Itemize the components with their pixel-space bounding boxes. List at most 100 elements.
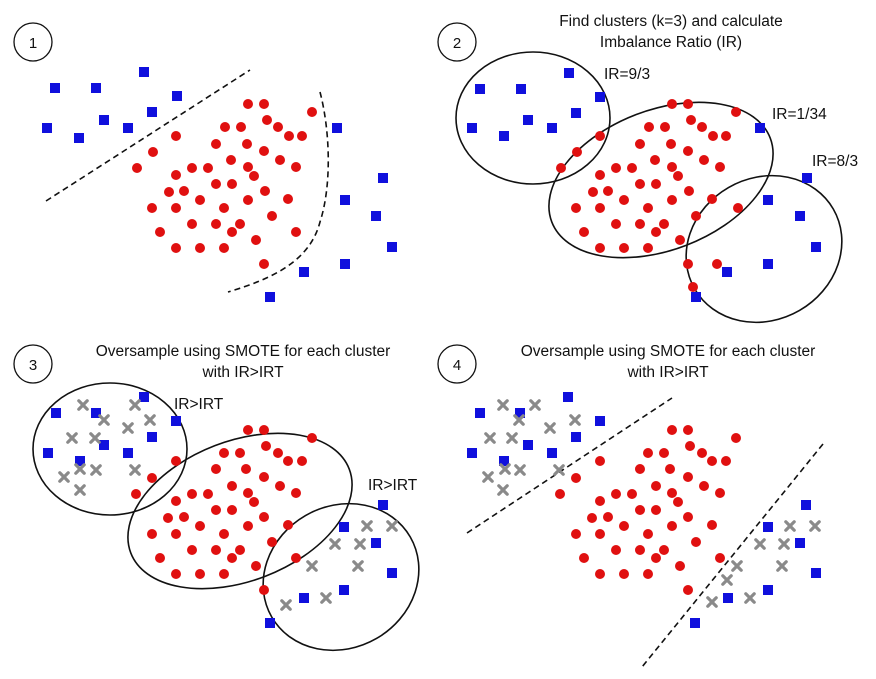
minority-point [667,99,677,109]
minority-point [651,553,661,563]
majority-point [690,618,700,628]
decision-boundary-1 [45,69,251,202]
minority-point [283,520,293,530]
majority-point [91,408,101,418]
majority-point [340,259,350,269]
majority-point [265,618,275,628]
synthetic-point [306,560,318,572]
step-1-badge [13,22,53,62]
synthetic-point [754,538,766,550]
decision-boundary-2 [641,443,824,668]
minority-point [697,448,707,458]
majority-point [571,432,581,442]
minority-point [643,529,653,539]
majority-point [171,416,181,426]
synthetic-point [497,484,509,496]
majority-point [378,500,388,510]
synthetic-point [721,574,733,586]
majority-point [571,108,581,118]
majority-point [563,392,573,402]
minority-point [147,473,157,483]
majority-point [387,242,397,252]
minority-point [595,456,605,466]
majority-point [42,123,52,133]
synthetic-point [506,432,518,444]
minority-point [659,219,669,229]
minority-point [635,545,645,555]
minority-point [707,194,717,204]
minority-point [712,259,722,269]
minority-point [595,243,605,253]
decision-boundary-1 [466,397,673,534]
minority-point [635,505,645,515]
minority-point [187,545,197,555]
minority-point [731,433,741,443]
minority-point [673,497,683,507]
minority-point [721,131,731,141]
cluster-ellipse-1 [32,382,188,516]
minority-point [667,488,677,498]
majority-point [340,195,350,205]
majority-point [99,440,109,450]
synthetic-point [280,599,292,611]
minority-point [685,441,695,451]
synthetic-point [98,414,110,426]
synthetic-point [484,432,496,444]
synthetic-point [731,560,743,572]
minority-point [697,122,707,132]
minority-point [588,187,598,197]
panel-4-title-line-1: Oversample using SMOTE for each cluster [521,343,816,360]
cluster-1-ir-label: IR=9/3 [604,66,650,83]
majority-point [371,211,381,221]
minority-point [236,122,246,132]
minority-point [691,211,701,221]
majority-point [516,84,526,94]
synthetic-point [122,422,134,434]
panel-4-title-line-2: with IR>IRT [626,364,709,381]
synthetic-point [74,463,86,475]
synthetic-point [513,414,525,426]
minority-point [635,139,645,149]
minority-point [683,472,693,482]
majority-point [332,123,342,133]
minority-point [556,163,566,173]
minority-point [219,529,229,539]
minority-point [259,259,269,269]
minority-point [291,162,301,172]
panel-4-points [467,392,821,628]
minority-point [587,513,597,523]
step-3-badge [13,344,53,384]
majority-point [371,538,381,548]
panel-1: 1 [13,22,397,302]
majority-point [139,67,149,77]
panel-3: 3 Oversample using SMOTE for each cluste… [13,343,420,652]
synthetic-point [482,471,494,483]
step-4-number: 4 [453,357,461,374]
step-2-badge [437,22,477,62]
minority-point [619,195,629,205]
minority-point [171,529,181,539]
synthetic-point [74,484,86,496]
minority-point [643,569,653,579]
minority-point [179,512,189,522]
minority-point [155,227,165,237]
minority-point [171,131,181,141]
synthetic-point [361,520,373,532]
majority-point [172,91,182,101]
majority-point [74,133,84,143]
minority-point [187,219,197,229]
majority-point [795,211,805,221]
minority-point [195,569,205,579]
cluster-ellipse-2 [127,432,353,590]
step-1-number: 1 [29,35,37,52]
minority-point [673,171,683,181]
minority-point [660,122,670,132]
minority-point [686,115,696,125]
minority-point [731,107,741,117]
minority-point [227,553,237,563]
minority-point [275,481,285,491]
minority-point [721,456,731,466]
panel-4: 4 Oversample using SMOTE for each cluste… [437,343,824,668]
minority-point [699,155,709,165]
minority-point [187,489,197,499]
